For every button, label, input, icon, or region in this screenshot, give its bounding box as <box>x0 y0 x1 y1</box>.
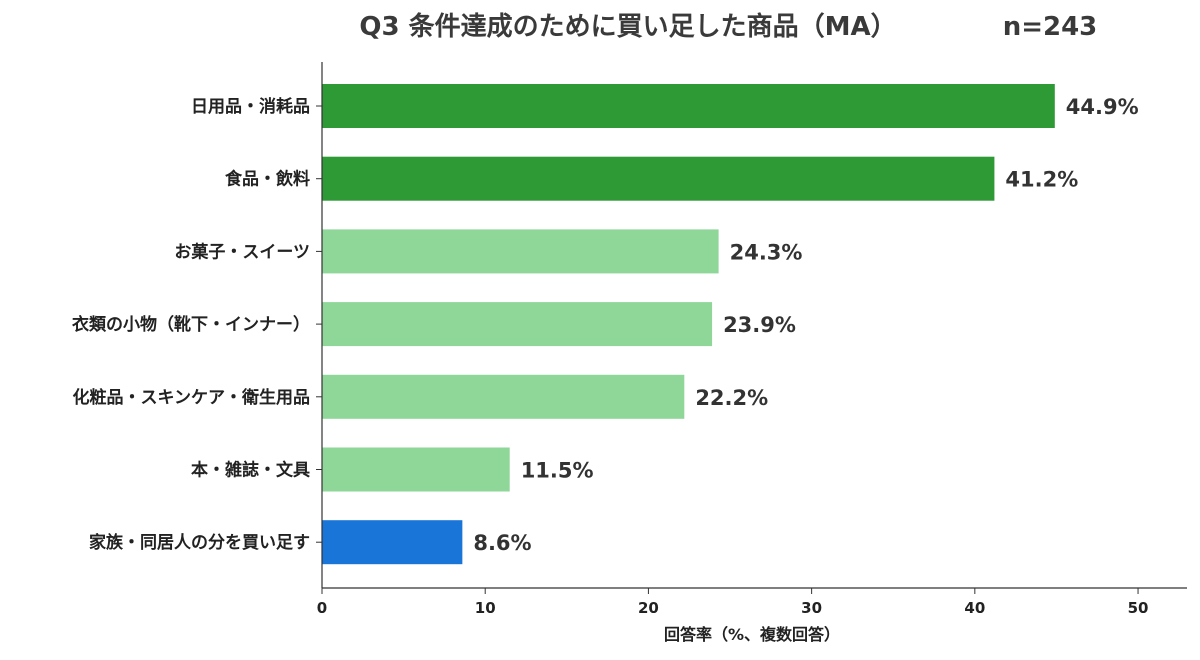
data-label: 11.5% <box>521 459 594 483</box>
bar <box>322 520 463 565</box>
x-tick-label: 20 <box>638 599 659 617</box>
bar <box>322 302 713 347</box>
x-axis-title: 回答率（%、複数回答） <box>664 625 840 644</box>
data-label: 23.9% <box>723 313 796 337</box>
category-label: 化粧品・スキンケア・衛生用品 <box>73 387 311 408</box>
category-label: 家族・同居人の分を買い足す <box>89 532 310 553</box>
data-label: 22.2% <box>695 386 768 410</box>
data-label: 24.3% <box>730 240 803 264</box>
bars-layer: 日用品・消耗品 44.9% 食品・飲料 41.2% お菓子・スイーツ 24.3% 衣類の小物… <box>72 84 1139 565</box>
x-tick-label: 50 <box>1128 599 1149 617</box>
category-label: お菓子・スイーツ <box>174 242 310 262</box>
category-label: 日用品・消耗品 <box>191 96 310 117</box>
axes-layer: 0 10 20 30 40 50 <box>316 62 1187 617</box>
bar <box>322 84 1055 128</box>
x-tick-label: 30 <box>801 599 822 617</box>
chart-title: Q3 条件達成のために買い足した商品（MA） <box>359 11 896 42</box>
data-label: 44.9% <box>1066 95 1139 119</box>
category-label: 衣類の小物（靴下・インナー） <box>72 314 310 335</box>
x-tick-label: 0 <box>317 599 327 617</box>
x-tick-label: 10 <box>475 599 496 617</box>
bar <box>322 447 510 492</box>
sample-size: n=243 <box>1003 12 1098 42</box>
category-label: 食品・飲料 <box>225 169 310 190</box>
category-label: 本・雑誌・文具 <box>191 460 310 481</box>
x-tick-label: 40 <box>964 599 985 617</box>
bar <box>322 229 719 274</box>
data-label: 41.2% <box>1005 168 1078 192</box>
bar <box>322 374 685 419</box>
data-label: 8.6% <box>473 531 531 555</box>
bar <box>322 156 995 201</box>
